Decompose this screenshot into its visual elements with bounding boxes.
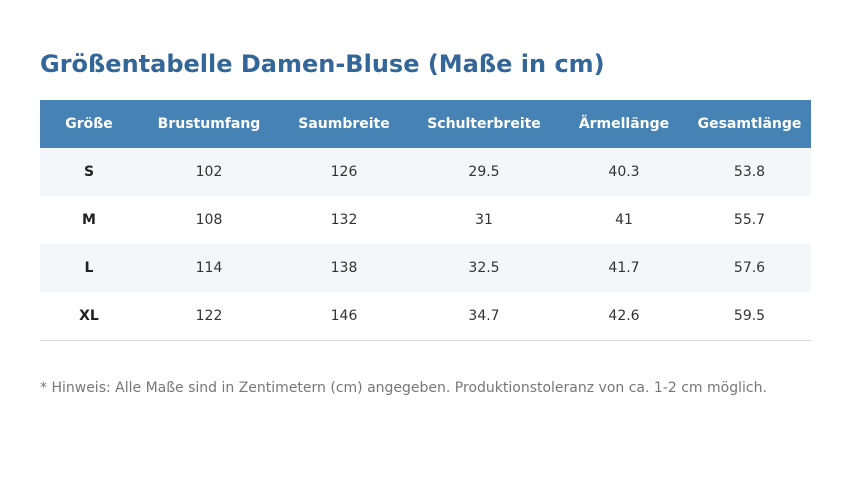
- table-row: S 102 126 29.5 40.3 53.8: [40, 148, 811, 196]
- size-cell: L: [40, 244, 138, 292]
- chest-cell: 122: [138, 292, 280, 341]
- chest-cell: 108: [138, 196, 280, 244]
- table-row: L 114 138 32.5 41.7 57.6: [40, 244, 811, 292]
- size-cell: M: [40, 196, 138, 244]
- chest-cell: 114: [138, 244, 280, 292]
- shoulder-width-cell: 29.5: [408, 148, 560, 196]
- column-header-hem-width: Saumbreite: [280, 100, 408, 148]
- column-header-sleeve-length: Ärmellänge: [560, 100, 688, 148]
- chest-cell: 102: [138, 148, 280, 196]
- table-row: M 108 132 31 41 55.7: [40, 196, 811, 244]
- total-length-cell: 59.5: [688, 292, 811, 341]
- page-title: Größentabelle Damen-Bluse (Maße in cm): [40, 50, 605, 79]
- total-length-cell: 57.6: [688, 244, 811, 292]
- column-header-total-length: Gesamtlänge: [688, 100, 811, 148]
- hem-width-cell: 132: [280, 196, 408, 244]
- column-header-chest: Brustumfang: [138, 100, 280, 148]
- sleeve-length-cell: 41.7: [560, 244, 688, 292]
- column-header-size: Größe: [40, 100, 138, 148]
- sleeve-length-cell: 42.6: [560, 292, 688, 341]
- table-row: XL 122 146 34.7 42.6 59.5: [40, 292, 811, 341]
- hem-width-cell: 146: [280, 292, 408, 341]
- column-header-shoulder-width: Schulterbreite: [408, 100, 560, 148]
- size-cell: XL: [40, 292, 138, 341]
- sleeve-length-cell: 41: [560, 196, 688, 244]
- shoulder-width-cell: 34.7: [408, 292, 560, 341]
- total-length-cell: 55.7: [688, 196, 811, 244]
- shoulder-width-cell: 31: [408, 196, 560, 244]
- hem-width-cell: 126: [280, 148, 408, 196]
- hem-width-cell: 138: [280, 244, 408, 292]
- table-header-row: Größe Brustumfang Saumbreite Schulterbre…: [40, 100, 811, 148]
- size-cell: S: [40, 148, 138, 196]
- footnote: * Hinweis: Alle Maße sind in Zentimetern…: [40, 380, 767, 396]
- size-table: Größe Brustumfang Saumbreite Schulterbre…: [40, 100, 811, 341]
- shoulder-width-cell: 32.5: [408, 244, 560, 292]
- total-length-cell: 53.8: [688, 148, 811, 196]
- sleeve-length-cell: 40.3: [560, 148, 688, 196]
